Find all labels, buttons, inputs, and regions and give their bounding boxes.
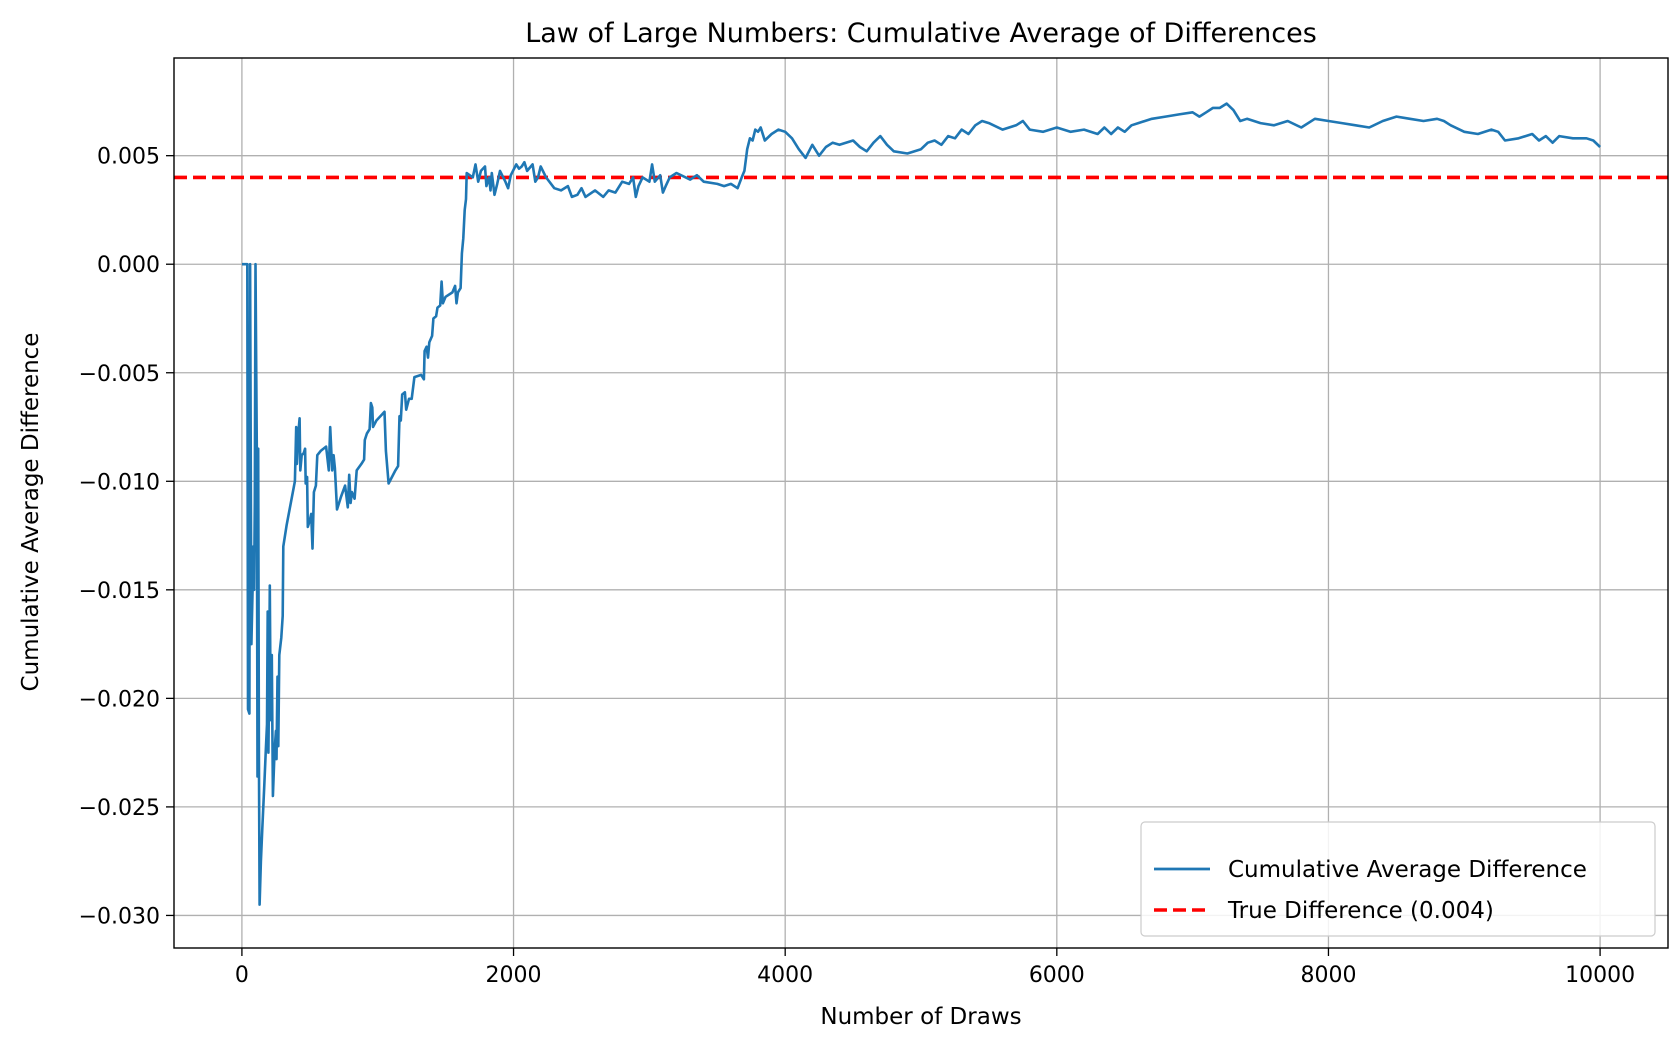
y-tick-label: −0.015	[79, 579, 160, 604]
y-axis: 0.005 0.000 −0.005 −0.010 −0.015 −0.020 −0.025…	[79, 145, 174, 929]
x-tick-label: 8000	[1300, 963, 1356, 988]
y-tick-label: −0.005	[79, 362, 160, 387]
y-tick-label: 0.005	[97, 145, 160, 170]
y-tick-label: −0.030	[79, 904, 160, 929]
y-tick-label: −0.010	[79, 470, 160, 495]
x-axis-label: Number of Draws	[820, 1004, 1021, 1030]
chart-title: Law of Large Numbers: Cumulative Average…	[525, 18, 1317, 49]
x-tick-label: 10000	[1565, 963, 1635, 988]
x-tick-label: 4000	[757, 963, 813, 988]
series-layer	[242, 102, 1601, 906]
x-tick-label: 0	[235, 963, 249, 988]
legend-label-true-difference: True Difference (0.004)	[1227, 898, 1494, 924]
legend: Cumulative Average Difference True Diffe…	[1140, 821, 1656, 937]
y-tick-label: 0.000	[97, 253, 160, 278]
y-tick-label: −0.020	[79, 687, 160, 712]
y-axis-label: Cumulative Average Difference	[18, 333, 44, 692]
x-axis: 0 2000 4000 6000 8000 10000	[235, 948, 1635, 988]
plot-frame	[173, 57, 1669, 949]
x-tick-label: 2000	[486, 963, 542, 988]
legend-label-cumulative: Cumulative Average Difference	[1228, 857, 1587, 883]
legend-box	[1140, 821, 1656, 937]
series-line-cumulative-average	[242, 102, 1601, 906]
y-tick-label: −0.025	[79, 796, 160, 821]
x-tick-label: 6000	[1029, 963, 1085, 988]
